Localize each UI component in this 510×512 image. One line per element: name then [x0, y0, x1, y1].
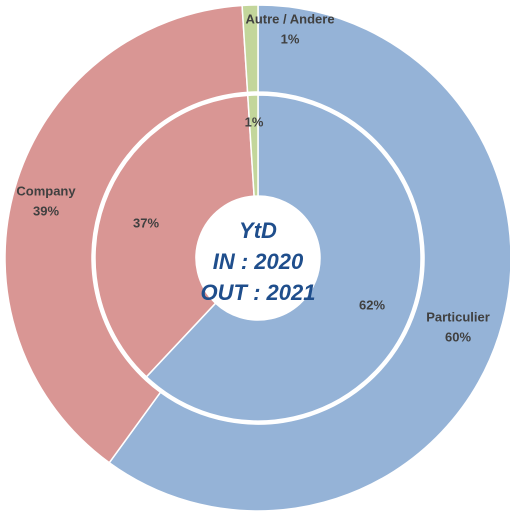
value-label: 1% — [281, 31, 300, 46]
category-label: Company — [16, 183, 76, 198]
value-label: 37% — [133, 215, 159, 230]
value-label: 1% — [245, 114, 264, 129]
slice — [94, 94, 255, 378]
slice — [246, 94, 259, 197]
value-label: 62% — [359, 297, 385, 312]
slice — [241, 4, 259, 94]
center-text: YtD — [239, 218, 277, 243]
category-label: Autre / Andere — [245, 11, 334, 26]
center-text: OUT : 2021 — [201, 280, 316, 305]
center-text: IN : 2020 — [213, 249, 304, 274]
value-label: 39% — [33, 203, 59, 218]
category-label: Particulier — [426, 309, 490, 324]
slice — [4, 4, 249, 464]
slice — [145, 94, 422, 422]
value-label: 60% — [445, 329, 471, 344]
slice — [108, 4, 510, 512]
